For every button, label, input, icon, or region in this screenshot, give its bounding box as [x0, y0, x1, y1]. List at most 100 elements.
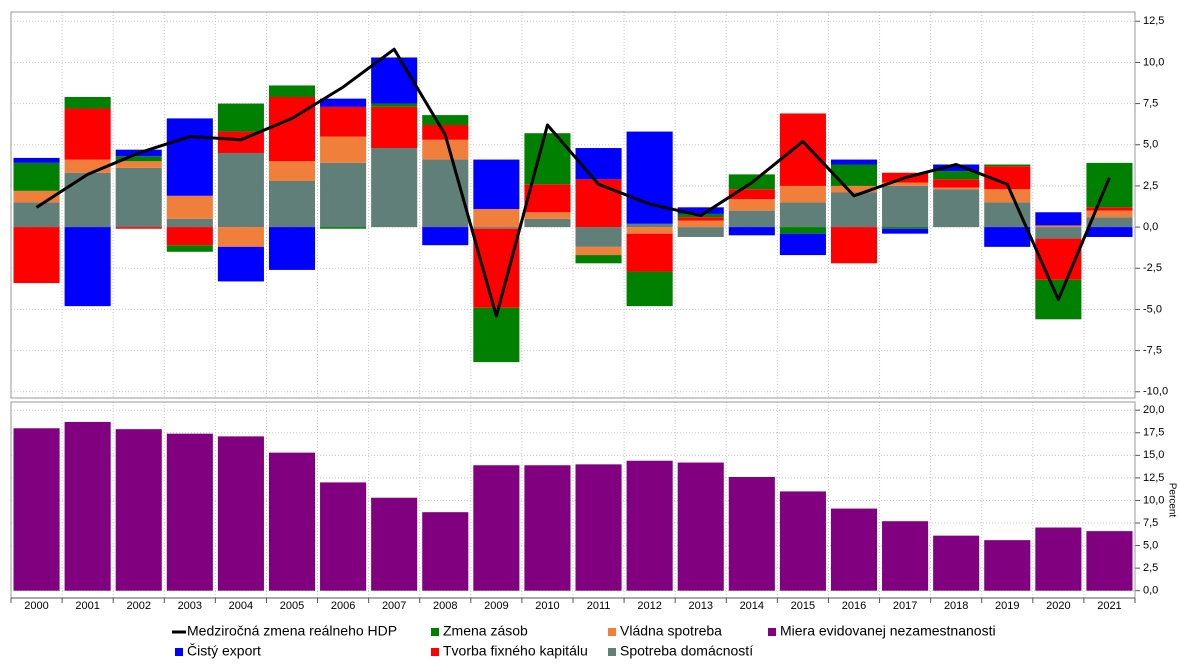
- bar: [984, 166, 1031, 190]
- y-tick-label: 15,0: [1143, 449, 1164, 461]
- x-tick-label: 2006: [331, 600, 355, 612]
- y-tick-label: 10,0: [1143, 56, 1164, 68]
- bar: [64, 421, 111, 591]
- bar: [422, 227, 469, 246]
- bar: [166, 218, 213, 228]
- bar: [575, 255, 622, 264]
- y-tick-label: -10,0: [1143, 386, 1168, 398]
- bar: [13, 190, 60, 203]
- x-tick-label: 2017: [893, 600, 917, 612]
- legend-label: Miera evidovanej nezamestnanosti: [780, 623, 996, 639]
- x-tick-label: 2005: [280, 600, 304, 612]
- x-tick-label: 2019: [995, 600, 1019, 612]
- legend-label: Zmena zásob: [443, 623, 528, 639]
- panel-frame: [10, 11, 1136, 399]
- bar: [1086, 217, 1133, 228]
- bar: [830, 159, 878, 165]
- legend-swatch: [175, 648, 183, 656]
- bar: [268, 452, 316, 591]
- bar: [524, 133, 571, 185]
- legend-label: Medziročná zmena reálneho HDP: [187, 623, 397, 639]
- legend-swatch: [431, 628, 439, 636]
- bar: [166, 118, 213, 196]
- bar: [64, 108, 111, 160]
- legend-swatch: [608, 648, 616, 656]
- bar: [779, 491, 826, 591]
- bar: [728, 227, 775, 236]
- bar: [115, 429, 162, 591]
- bar: [830, 192, 878, 228]
- bar: [1086, 162, 1133, 208]
- x-tick-label: 2009: [484, 600, 508, 612]
- bar: [422, 115, 469, 125]
- y-tick-label: 7,5: [1143, 97, 1158, 109]
- bar: [64, 96, 111, 109]
- bar: [575, 464, 622, 591]
- bar: [371, 497, 418, 591]
- x-tick-label: 2020: [1046, 600, 1070, 612]
- bar: [779, 113, 826, 186]
- x-tick-label: 2001: [75, 600, 99, 612]
- bar: [268, 227, 316, 270]
- x-tick-label: 2014: [740, 600, 764, 612]
- bar: [371, 148, 418, 228]
- y-tick-label: 5,0: [1143, 139, 1158, 151]
- y-tick-label: 2,5: [1143, 180, 1158, 192]
- bar: [371, 103, 418, 107]
- bar: [626, 460, 673, 591]
- bar: [115, 156, 162, 162]
- y-tick-label: 12,5: [1143, 15, 1164, 27]
- bar: [422, 512, 469, 591]
- bar: [320, 136, 367, 163]
- bar: [524, 218, 571, 228]
- bar: [677, 217, 724, 221]
- bar: [115, 227, 162, 229]
- bar: [320, 98, 367, 107]
- bar: [217, 152, 264, 228]
- bar: [217, 246, 264, 282]
- y-tick-label: 17,5: [1143, 427, 1164, 439]
- bar: [524, 212, 571, 219]
- bar: [933, 164, 980, 172]
- bar: [882, 182, 929, 186]
- bar: [984, 189, 1031, 203]
- bar: [728, 476, 775, 591]
- bar: [473, 228, 520, 308]
- bar: [830, 227, 878, 264]
- bar: [677, 227, 724, 237]
- bar: [1035, 227, 1082, 239]
- legend-label: Čistý export: [187, 643, 261, 659]
- bar: [115, 167, 162, 228]
- bar: [933, 535, 980, 591]
- bar: [626, 227, 673, 234]
- bar: [268, 180, 316, 228]
- bar: [473, 208, 520, 228]
- bar: [268, 85, 316, 97]
- y-axis-label: Percent: [1166, 483, 1177, 518]
- bar: [984, 540, 1031, 591]
- x-tick-label: 2012: [637, 600, 661, 612]
- y-tick-label: 10,0: [1143, 494, 1164, 506]
- bar: [1035, 212, 1082, 226]
- bar: [677, 207, 724, 214]
- bar: [320, 227, 367, 229]
- y-tick-label: 12,5: [1143, 472, 1164, 484]
- bar: [882, 521, 929, 591]
- legend-label: Vládna spotreba: [620, 623, 722, 639]
- bar: [115, 161, 162, 168]
- x-tick-label: 2004: [229, 600, 253, 612]
- x-tick-label: 2002: [126, 600, 150, 612]
- bar: [166, 245, 213, 252]
- legend-label: Tvorba fixného kapitálu: [443, 643, 588, 659]
- bar: [779, 185, 826, 203]
- legend-swatch: [768, 628, 776, 636]
- bar: [626, 271, 673, 307]
- bar: [984, 202, 1031, 228]
- bar: [166, 227, 213, 246]
- bar: [1086, 531, 1133, 591]
- bar: [64, 172, 111, 228]
- bar: [779, 233, 826, 256]
- bar: [524, 465, 571, 591]
- bar: [268, 161, 316, 181]
- bar: [1086, 210, 1133, 218]
